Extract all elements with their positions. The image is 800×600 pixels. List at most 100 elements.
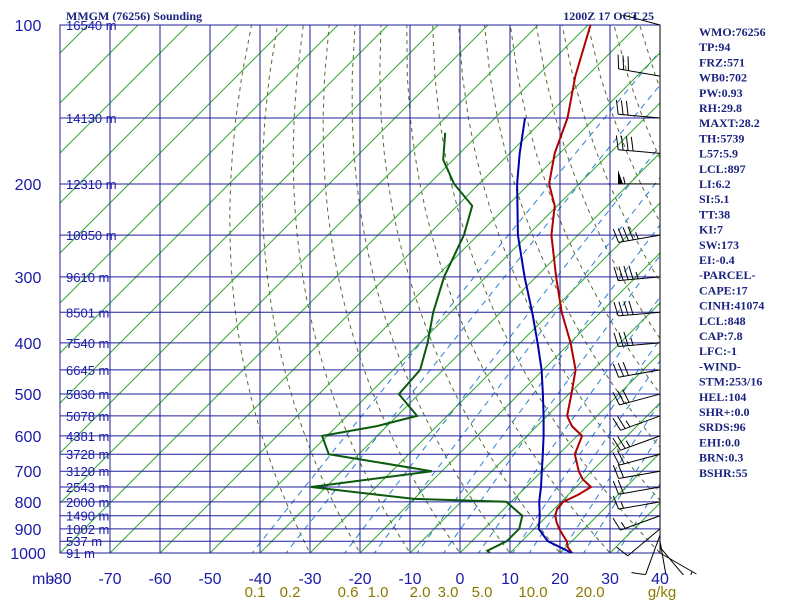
pressure-tick-label: 400 [15,336,42,353]
barb-shaft [618,311,661,317]
index-line: SI:5.1 [699,192,729,206]
height-label: 6645 m [66,363,109,378]
mixing-ratio-tick-label: 0.6 [338,584,359,600]
barb-flag [617,436,626,449]
index-line: STM:253/16 [699,375,762,389]
isotherm-line [60,25,539,504]
barb-flag [615,135,619,150]
index-line: RH:29.8 [699,101,742,115]
barb-flag [616,546,629,557]
mixing-ratio-line [477,296,660,553]
series-layer [310,25,593,553]
barb-half-flag [690,571,693,575]
barb-flag [627,56,629,71]
barb-shaft [618,470,661,479]
mixing-ratio-line [511,338,660,553]
parcel-profile [516,117,573,553]
wind-barb [659,541,667,575]
index-line: WMO:76256 [699,25,766,39]
wind-barb [612,226,661,243]
barb-flag [612,465,620,479]
barb-shaft [619,393,661,406]
barb-flag [620,135,624,151]
barb-shaft [618,113,661,119]
barb-shaft [620,415,661,431]
isotherm-line [60,25,189,154]
grid-layer [59,24,661,554]
barb-flag [628,265,634,280]
barb-flag [613,266,619,281]
barb-flag [613,302,619,317]
dry-adiabat [561,25,660,283]
height-label: 5830 m [66,387,109,402]
barb-shaft [618,486,661,495]
barb-shaft [620,15,661,26]
index-line: SRDS:96 [699,420,746,434]
barb-flag [618,301,624,316]
index-line: TT:38 [699,207,730,221]
isotherm-line [60,25,489,454]
pressure-tick-label: 200 [15,177,42,194]
height-label: 2000 m [66,495,109,510]
barb-flag [622,55,625,70]
height-label: 5078 m [66,409,109,424]
barb-flag [625,136,629,151]
barb-flag [612,517,621,531]
pressure-tick-label: 900 [15,522,42,539]
index-line: LFC:-1 [699,344,737,358]
height-label: 537 m [66,534,102,549]
wind-barb [620,15,661,26]
barb-flag [615,100,619,115]
isotherm-line [109,25,639,553]
dewpoint-profile [310,132,524,553]
index-line: LCL:848 [699,314,746,328]
mixing-ratio-layer [251,50,660,553]
barb-flag [630,136,634,152]
wind-barb [613,300,661,317]
height-label: 9610 m [66,270,109,285]
barb-flag [618,332,624,347]
temperature-tick-label: 10 [501,571,519,588]
temperature-tick-label: -10 [398,571,421,588]
mixing-ratio-line [373,176,660,553]
index-line: CINH:41074 [699,299,764,313]
wind-barb [616,528,661,557]
mixing-ratio-tick-label: 0.2 [280,584,301,600]
barb-shaft [618,234,661,243]
isotherm-line [509,402,660,553]
height-label-layer: 16540 m 14130 m 12310 m 10850 m 9610 m 8501 m… [66,18,117,561]
index-line: L57:5.9 [699,147,738,161]
isotherm-line [60,25,589,553]
mixing-ratio-line [583,434,660,553]
barb-shaft [618,501,661,510]
dry-adiabat [484,25,660,449]
wind-barb [613,265,661,282]
barb-flag [622,227,629,241]
temperature-tick-label: -60 [148,571,171,588]
wind-barb [612,389,661,406]
mixing-ratio-line [560,401,660,553]
wind-barb [612,480,661,495]
height-label: 16540 m [66,18,117,33]
barb-half-flag [635,232,639,240]
isotherm-line [60,25,439,404]
chart-time: 1200Z 17 OCT 25 [563,9,654,23]
barb-half-flag [623,176,626,185]
index-line: LI:6.2 [699,177,731,191]
wind-barb [615,135,661,154]
barb-flag [612,391,620,406]
height-label: 10850 m [66,228,117,243]
height-label: 14130 m [66,111,117,126]
index-line: FRZ:571 [699,55,745,69]
mixing-ratio-tick-label: 0.1 [245,584,266,600]
wind-barb [631,534,661,575]
height-label: 2543 m [66,480,109,495]
wind-barb [615,100,661,119]
pressure-tick-label: 300 [15,270,42,287]
isotherm-line [60,25,239,204]
index-line: HEL:104 [699,390,746,404]
pressure-tick-label: 500 [15,387,42,404]
